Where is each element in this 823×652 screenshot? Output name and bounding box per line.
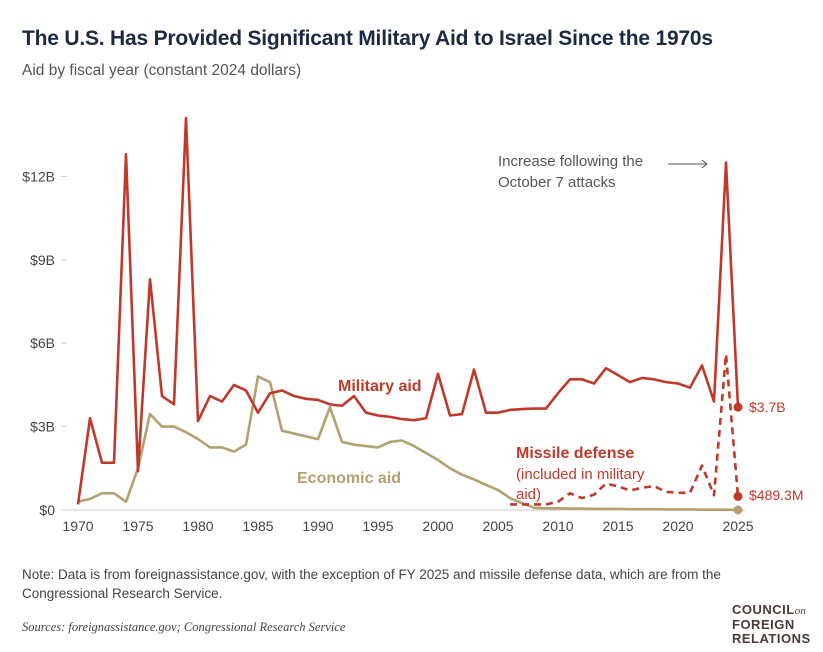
y-tick-label: $0 <box>39 502 55 518</box>
chart-sources: Sources: foreignassistance.gov; Congress… <box>22 620 346 634</box>
y-tick-label: $12B <box>22 168 55 184</box>
end-label-missile: $489.3M <box>749 487 803 503</box>
economic-aid-end-dot <box>733 505 743 515</box>
label-missile-sub2: aid) <box>516 486 541 503</box>
label-economic-aid: Economic aid <box>297 470 401 487</box>
x-tick-label: 2025 <box>722 518 753 534</box>
x-tick-label: 2005 <box>482 518 513 534</box>
line-chart: $0 $3B $6B $9B $12B 1970 1975 1980 1985 1990 1995 2… <box>22 116 803 534</box>
chart-note: Note: Data is from foreignassistance.gov… <box>22 567 721 601</box>
x-tick-label: 1995 <box>362 518 393 534</box>
missile-defense-end-dot <box>733 491 743 501</box>
cfr-logo: COUNCILon FOREIGN RELATIONS <box>732 602 811 646</box>
chart-title: The U.S. Has Provided Significant Milita… <box>22 27 713 50</box>
x-tick-label: 1980 <box>182 518 213 534</box>
x-tick-label: 1985 <box>242 518 273 534</box>
missile-defense-line <box>510 353 740 506</box>
military-aid-line <box>76 116 740 505</box>
x-tick-label: 2015 <box>602 518 633 534</box>
x-tick-label: 1975 <box>122 518 153 534</box>
label-missile-sub1: (included in military <box>516 466 645 483</box>
x-tick-label: 1990 <box>302 518 333 534</box>
x-tick-label: 1970 <box>62 518 93 534</box>
y-tick-label: $6B <box>30 335 55 351</box>
label-military-aid: Military aid <box>338 378 422 395</box>
x-tick-label: 2020 <box>662 518 693 534</box>
y-tick-label: $3B <box>30 419 55 435</box>
x-tick-label: 2000 <box>422 518 453 534</box>
x-tick-label: 2010 <box>542 518 573 534</box>
end-label-military: $3.7B <box>749 399 786 415</box>
military-aid-end-dot <box>733 402 743 412</box>
y-tick-label: $9B <box>30 252 55 268</box>
label-missile-defense: Missile defense <box>516 445 634 462</box>
annotation-arrow <box>668 159 708 169</box>
chart-subtitle: Aid by fiscal year (constant 2024 dollar… <box>22 62 302 79</box>
annotation-line2: October 7 attacks <box>498 174 616 191</box>
annotation-line1: Increase following the <box>498 153 643 170</box>
economic-aid-line <box>77 375 739 512</box>
